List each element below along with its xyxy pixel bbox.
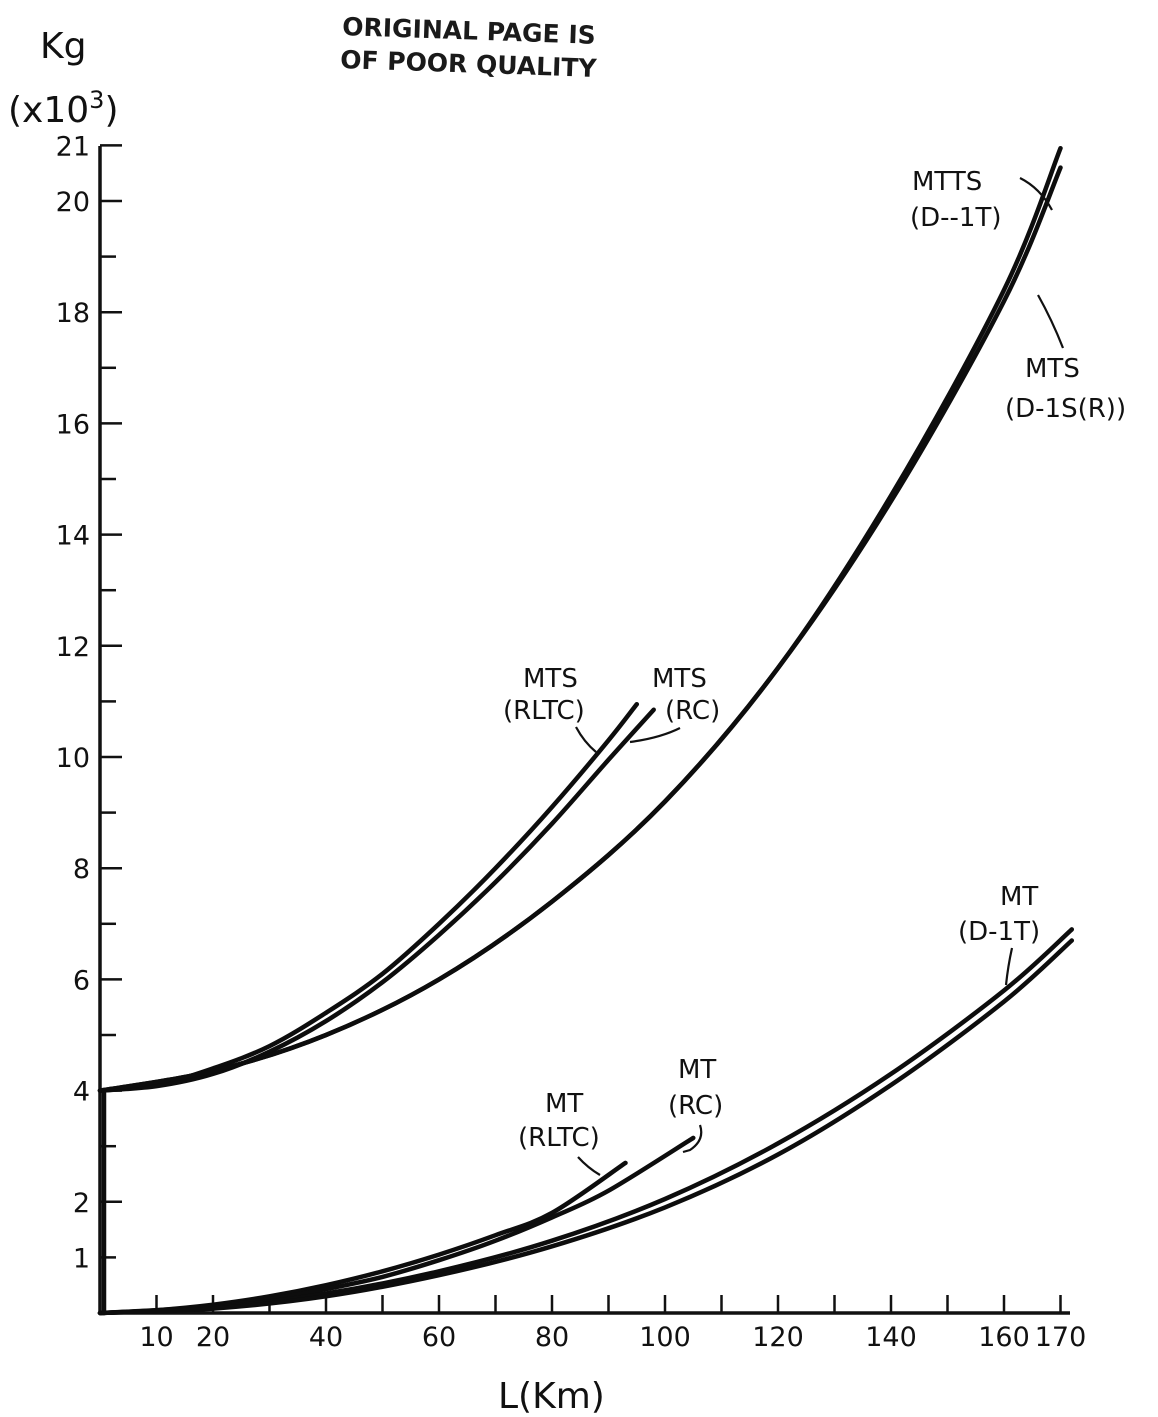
label-mts-rc-line1: MTS bbox=[652, 664, 707, 694]
label-mt-d1t-line1: MT bbox=[1000, 882, 1038, 912]
label-mt-rc-line1: MT bbox=[678, 1055, 716, 1085]
x-tick-label: 80 bbox=[535, 1322, 569, 1353]
stamp: ORIGINAL PAGE IS OF POOR QUALITY bbox=[340, 12, 598, 83]
leader-mts-d1sr bbox=[1037, 294, 1065, 349]
x-tick-label: 120 bbox=[752, 1322, 804, 1353]
series-line-6 bbox=[97, 927, 1075, 1316]
leader-mt-rltc bbox=[577, 1156, 601, 1176]
series-curves bbox=[97, 145, 1075, 1316]
leader-mts-rc bbox=[629, 727, 681, 744]
y-tick-label: 18 bbox=[56, 298, 90, 329]
x-tick-labels: 10 20 40 60 80 100 120 140 160 170 bbox=[139, 1322, 1086, 1353]
y-tick-label: 21 bbox=[56, 131, 90, 162]
y-tick-label: 12 bbox=[56, 632, 90, 663]
x-tick-label: 10 bbox=[139, 1322, 173, 1353]
label-mts-d1sr-line1: MTS bbox=[1025, 354, 1080, 384]
label-mt-rc-line2: (RC) bbox=[668, 1091, 723, 1121]
y-axis-unit-exponent: 3 bbox=[89, 86, 104, 114]
leader-mts-rltc bbox=[575, 726, 597, 753]
series-labels: MTS (RLTC) MTS (RC) MTTS (D--1T) MTS (D-… bbox=[503, 167, 1126, 1176]
x-tick-label: 140 bbox=[865, 1322, 917, 1353]
x-tick-label: 160 bbox=[978, 1322, 1030, 1353]
y-axis-title: Kg (x103) bbox=[8, 26, 119, 131]
label-mt-d1t-line2: (D-1T) bbox=[958, 917, 1040, 947]
y-axis-title-unit: (x103) bbox=[8, 86, 119, 131]
series-line-2 bbox=[97, 165, 1063, 1093]
x-tick-label: 170 bbox=[1035, 1322, 1087, 1353]
stamp-line-1: ORIGINAL PAGE IS bbox=[342, 12, 596, 50]
label-mts-rltc-line2: (RLTC) bbox=[503, 696, 585, 726]
y-tick-label: 1 bbox=[73, 1243, 90, 1274]
label-mt-rltc-line1: MT bbox=[545, 1089, 583, 1119]
y-tick-label: 8 bbox=[73, 854, 90, 885]
series-line-5 bbox=[97, 1135, 696, 1316]
y-axis-title-main: Kg bbox=[40, 26, 86, 67]
label-mtts-line2: (D--1T) bbox=[910, 203, 1002, 233]
stamp-line-2: OF POOR QUALITY bbox=[340, 45, 598, 83]
y-axis-unit-prefix: (x10 bbox=[8, 90, 89, 131]
x-axis-title: L(Km) bbox=[498, 1376, 605, 1417]
label-mts-rc-line2: (RC) bbox=[665, 696, 720, 726]
leader-mt-rc bbox=[682, 1124, 703, 1154]
leader-mtts bbox=[1019, 177, 1053, 211]
y-tick-label: 14 bbox=[56, 521, 90, 552]
y-axis-unit-suffix: ) bbox=[104, 90, 118, 131]
label-mtts-line1: MTTS bbox=[912, 167, 982, 197]
label-mts-d1sr-line2: (D-1S(R)) bbox=[1005, 394, 1126, 424]
y-tick-label: 4 bbox=[73, 1077, 90, 1108]
label-mts-rltc-line1: MTS bbox=[523, 664, 578, 694]
x-tick-label: 60 bbox=[422, 1322, 456, 1353]
y-tick-label: 20 bbox=[56, 187, 90, 218]
x-tick-label: 20 bbox=[196, 1322, 230, 1353]
y-tick-label: 10 bbox=[56, 743, 90, 774]
y-tick-label: 6 bbox=[73, 965, 90, 996]
x-tick-label: 100 bbox=[639, 1322, 691, 1353]
label-mt-rltc-line2: (RLTC) bbox=[518, 1123, 600, 1153]
y-tick-label: 16 bbox=[56, 409, 90, 440]
series-line-1 bbox=[97, 707, 656, 1093]
series-line-3 bbox=[97, 145, 1063, 1093]
series-line-7 bbox=[97, 938, 1075, 1316]
leader-mt-d1t bbox=[1004, 947, 1014, 986]
y-tick-label: 2 bbox=[73, 1188, 90, 1219]
x-tick-label: 40 bbox=[309, 1322, 343, 1353]
